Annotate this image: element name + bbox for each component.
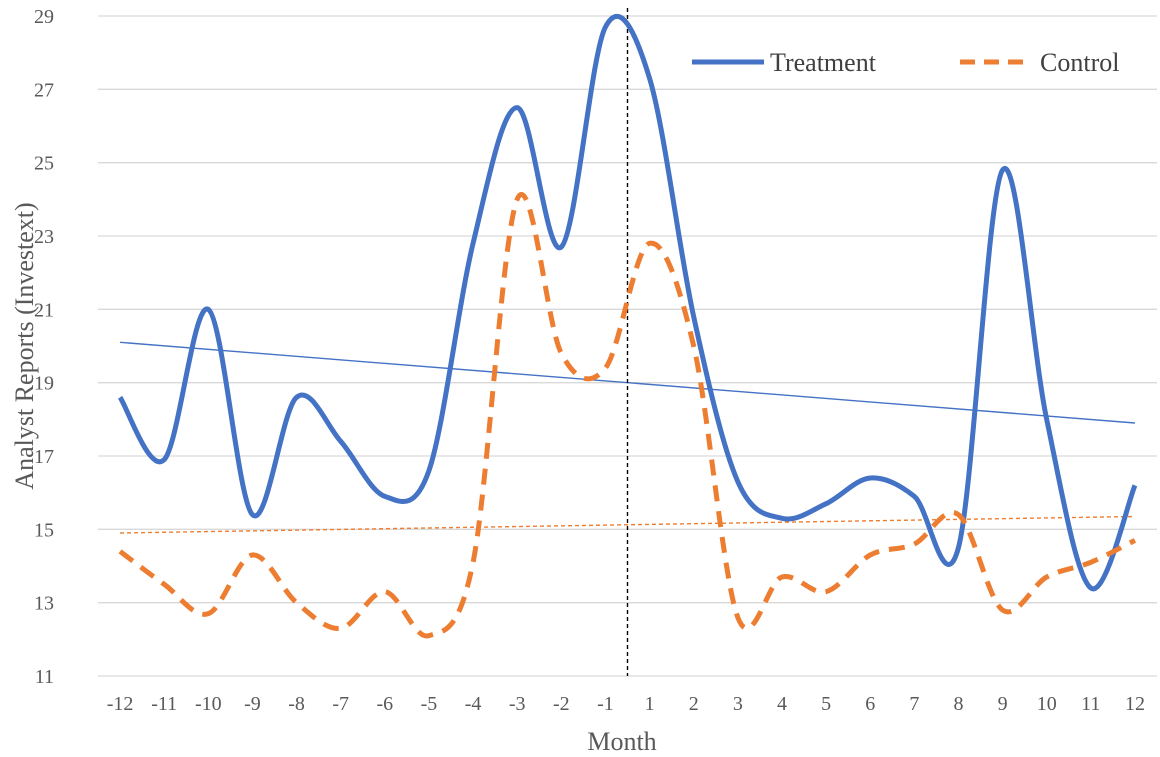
x-tick-label: -5 <box>421 693 438 715</box>
y-tick-label: 27 <box>34 79 54 101</box>
series-lines <box>117 13 1138 639</box>
series-line-treatment <box>117 13 1138 592</box>
x-tick-label: -11 <box>151 693 177 715</box>
x-tick-label: 11 <box>1081 693 1100 715</box>
y-tick-label: 25 <box>34 153 54 175</box>
y-axis-ticks: 11 13 15 17 19 21 23 25 27 29 <box>34 6 54 688</box>
x-tick-label: -4 <box>465 693 482 715</box>
legend-control-label: Control <box>1040 48 1119 77</box>
x-tick-label: -3 <box>509 693 526 715</box>
x-tick-label: 1 <box>645 693 655 715</box>
y-tick-label: 29 <box>34 6 54 28</box>
x-tick-label: 6 <box>865 693 875 715</box>
x-tick-label: 10 <box>1037 693 1057 715</box>
x-tick-label: 12 <box>1125 693 1145 715</box>
trendline-control <box>120 515 1135 534</box>
x-tick-label: 5 <box>821 693 831 715</box>
y-tick-label: 13 <box>34 593 54 615</box>
x-tick-label: -10 <box>195 693 222 715</box>
x-tick-label: 2 <box>689 693 699 715</box>
legend-treatment-label: Treatment <box>770 48 877 77</box>
x-tick-label: -9 <box>244 693 261 715</box>
y-tick-label: 15 <box>34 519 54 541</box>
x-tick-label: 7 <box>909 693 919 715</box>
x-tick-label: -7 <box>332 693 349 715</box>
y-tick-label: 23 <box>34 226 54 248</box>
legend: Treatment Control <box>692 48 1119 77</box>
y-tick-label: 21 <box>34 299 54 321</box>
y-axis-title: Analyst Reports (Investext) <box>10 202 39 489</box>
x-tick-label: 8 <box>953 693 963 715</box>
y-tick-label: 19 <box>34 373 54 395</box>
x-axis-title: Month <box>587 727 656 756</box>
x-axis-ticks: -12 -11 -10 -9 -8 -7 -6 -5 -4 -3 -2 -1 1 2 3 4 5 6 7 8 9 10 11… <box>107 693 1145 715</box>
x-tick-label: -2 <box>553 693 570 715</box>
x-tick-label: -8 <box>288 693 305 715</box>
y-tick-label: 11 <box>35 666 54 688</box>
x-tick-label: 3 <box>733 693 743 715</box>
x-tick-label: -12 <box>107 693 134 715</box>
y-tick-label: 17 <box>34 446 54 468</box>
x-tick-label: 4 <box>777 693 787 715</box>
x-tick-label: 9 <box>998 693 1008 715</box>
x-tick-label: -1 <box>597 693 614 715</box>
x-tick-label: -6 <box>376 693 393 715</box>
